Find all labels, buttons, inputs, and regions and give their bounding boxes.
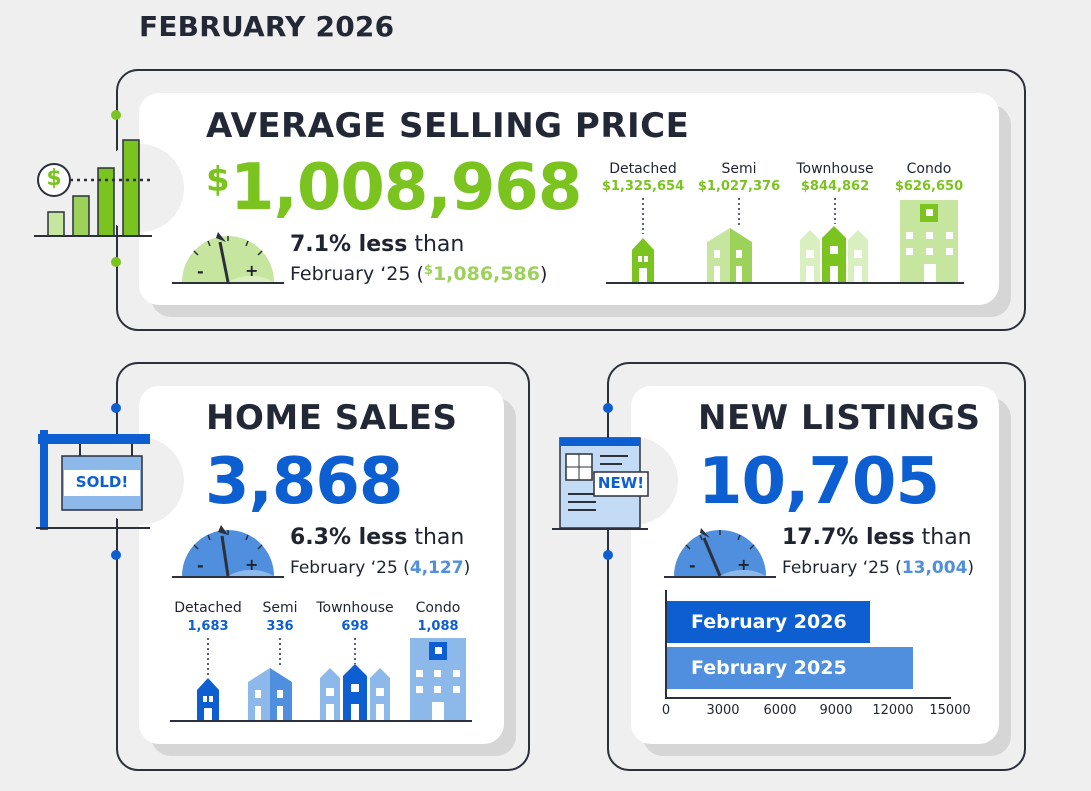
compare-prefix: February ‘25 ( <box>290 263 424 285</box>
gauge-minus: - <box>197 262 204 281</box>
type-value-condo: $626,650 <box>894 179 964 194</box>
bar-february-2026: February 2026 <box>667 601 870 643</box>
dollar-symbol: $ <box>46 166 62 191</box>
new-listings-gauge-icon <box>664 528 776 578</box>
new-listings-compare: February ‘25 (13,004) <box>782 558 974 578</box>
new-listings-change-bold: 17.7% less <box>782 525 915 550</box>
avg-price-value: 1,008,968 <box>230 151 582 225</box>
sold-sign-text: SOLD! <box>75 473 129 491</box>
gauge-minus: - <box>689 556 696 575</box>
chart-x-axis <box>665 697 951 699</box>
frame-dot <box>111 403 121 413</box>
type-value-condo: 1,088 <box>417 619 459 634</box>
x-tick-label: 15000 <box>929 703 971 718</box>
type-value-townhouse: $844,862 <box>800 179 870 194</box>
gauge-plus: + <box>245 555 259 574</box>
type-value-townhouse: 698 <box>341 619 369 634</box>
frame-dot <box>111 257 121 267</box>
compare-currency: $ <box>423 263 433 278</box>
compare-value: 1,086,586 <box>432 263 540 285</box>
avg-price-heading: AVERAGE SELLING PRICE <box>206 106 690 146</box>
home-sales-value: 3,868 <box>205 445 403 519</box>
type-label-condo: Condo <box>415 600 461 616</box>
home-sales-change-rest: than <box>407 525 465 550</box>
compare-suffix: ) <box>463 558 471 578</box>
type-label-townhouse: Townhouse <box>796 161 874 177</box>
type-label-detached: Detached <box>609 161 677 177</box>
avg-price-gauge-icon <box>172 232 284 284</box>
gauge-plus: + <box>737 555 751 574</box>
frame-dot <box>111 550 121 560</box>
new-listings-change-rest: than <box>914 525 972 550</box>
sales-house-types-icons <box>170 638 472 722</box>
home-sales-compare: February ‘25 (4,127) <box>290 558 470 578</box>
new-listings-value: 10,705 <box>698 445 940 519</box>
x-tick-label: 3000 <box>706 703 740 718</box>
page-title: FEBRUARY 2026 <box>139 10 395 43</box>
compare-prefix: February ‘25 ( <box>782 558 902 578</box>
home-sales-change-bold: 6.3% less <box>290 525 408 550</box>
new-listings-frame <box>607 362 1026 771</box>
frame-dot <box>603 550 613 560</box>
frame-dot <box>111 110 121 120</box>
type-label-semi: Semi <box>262 600 298 616</box>
avg-price-currency: $ <box>206 160 230 200</box>
price-house-types-icons <box>606 198 964 284</box>
compare-suffix: ) <box>967 558 975 578</box>
x-tick-label: 12000 <box>872 703 914 718</box>
type-label-condo: Condo <box>906 161 952 177</box>
type-value-semi: 336 <box>266 619 294 634</box>
chart-y-axis <box>665 590 667 698</box>
new-listings-change: 17.7% less than <box>782 525 972 550</box>
compare-value: 4,127 <box>409 558 464 578</box>
compare-value: 13,004 <box>901 558 968 578</box>
home-sales-heading: HOME SALES <box>206 398 458 438</box>
type-label-detached: Detached <box>174 600 242 616</box>
avg-price-compare: February ‘25 ($1,086,586) <box>290 263 547 285</box>
x-tick-label: 9000 <box>819 703 853 718</box>
listings-bar-chart: February 2026 February 2025 0 3000 6000 … <box>662 590 971 720</box>
frame-dot <box>603 403 613 413</box>
type-value-semi: $1,027,376 <box>697 179 781 194</box>
bar-february-2025: February 2025 <box>667 647 913 689</box>
compare-suffix: ) <box>539 263 548 285</box>
home-sales-change: 6.3% less than <box>290 525 464 550</box>
x-tick-label: 6000 <box>763 703 797 718</box>
new-listing-document-icon <box>552 437 649 530</box>
avg-price-change: 7.1% less than <box>290 232 464 257</box>
new-listings-heading: NEW LISTINGS <box>698 398 981 438</box>
type-label-semi: Semi <box>721 161 757 177</box>
compare-prefix: February ‘25 ( <box>290 558 410 578</box>
type-value-detached: 1,683 <box>187 619 229 634</box>
x-tick-label: 0 <box>661 703 671 718</box>
home-sales-gauge-icon <box>172 525 284 578</box>
home-sales-frame <box>116 362 530 771</box>
new-badge-text: NEW! <box>597 474 645 492</box>
gauge-minus: - <box>197 556 204 575</box>
type-value-detached: $1,325,654 <box>601 179 685 194</box>
price-growth-chart-icon <box>34 139 152 237</box>
avg-price-change-bold: 7.1% less <box>290 232 408 257</box>
sold-sign-icon <box>36 430 150 530</box>
type-label-townhouse: Townhouse <box>316 600 394 616</box>
avg-price-change-rest: than <box>407 232 465 257</box>
gauge-plus: + <box>245 261 259 280</box>
